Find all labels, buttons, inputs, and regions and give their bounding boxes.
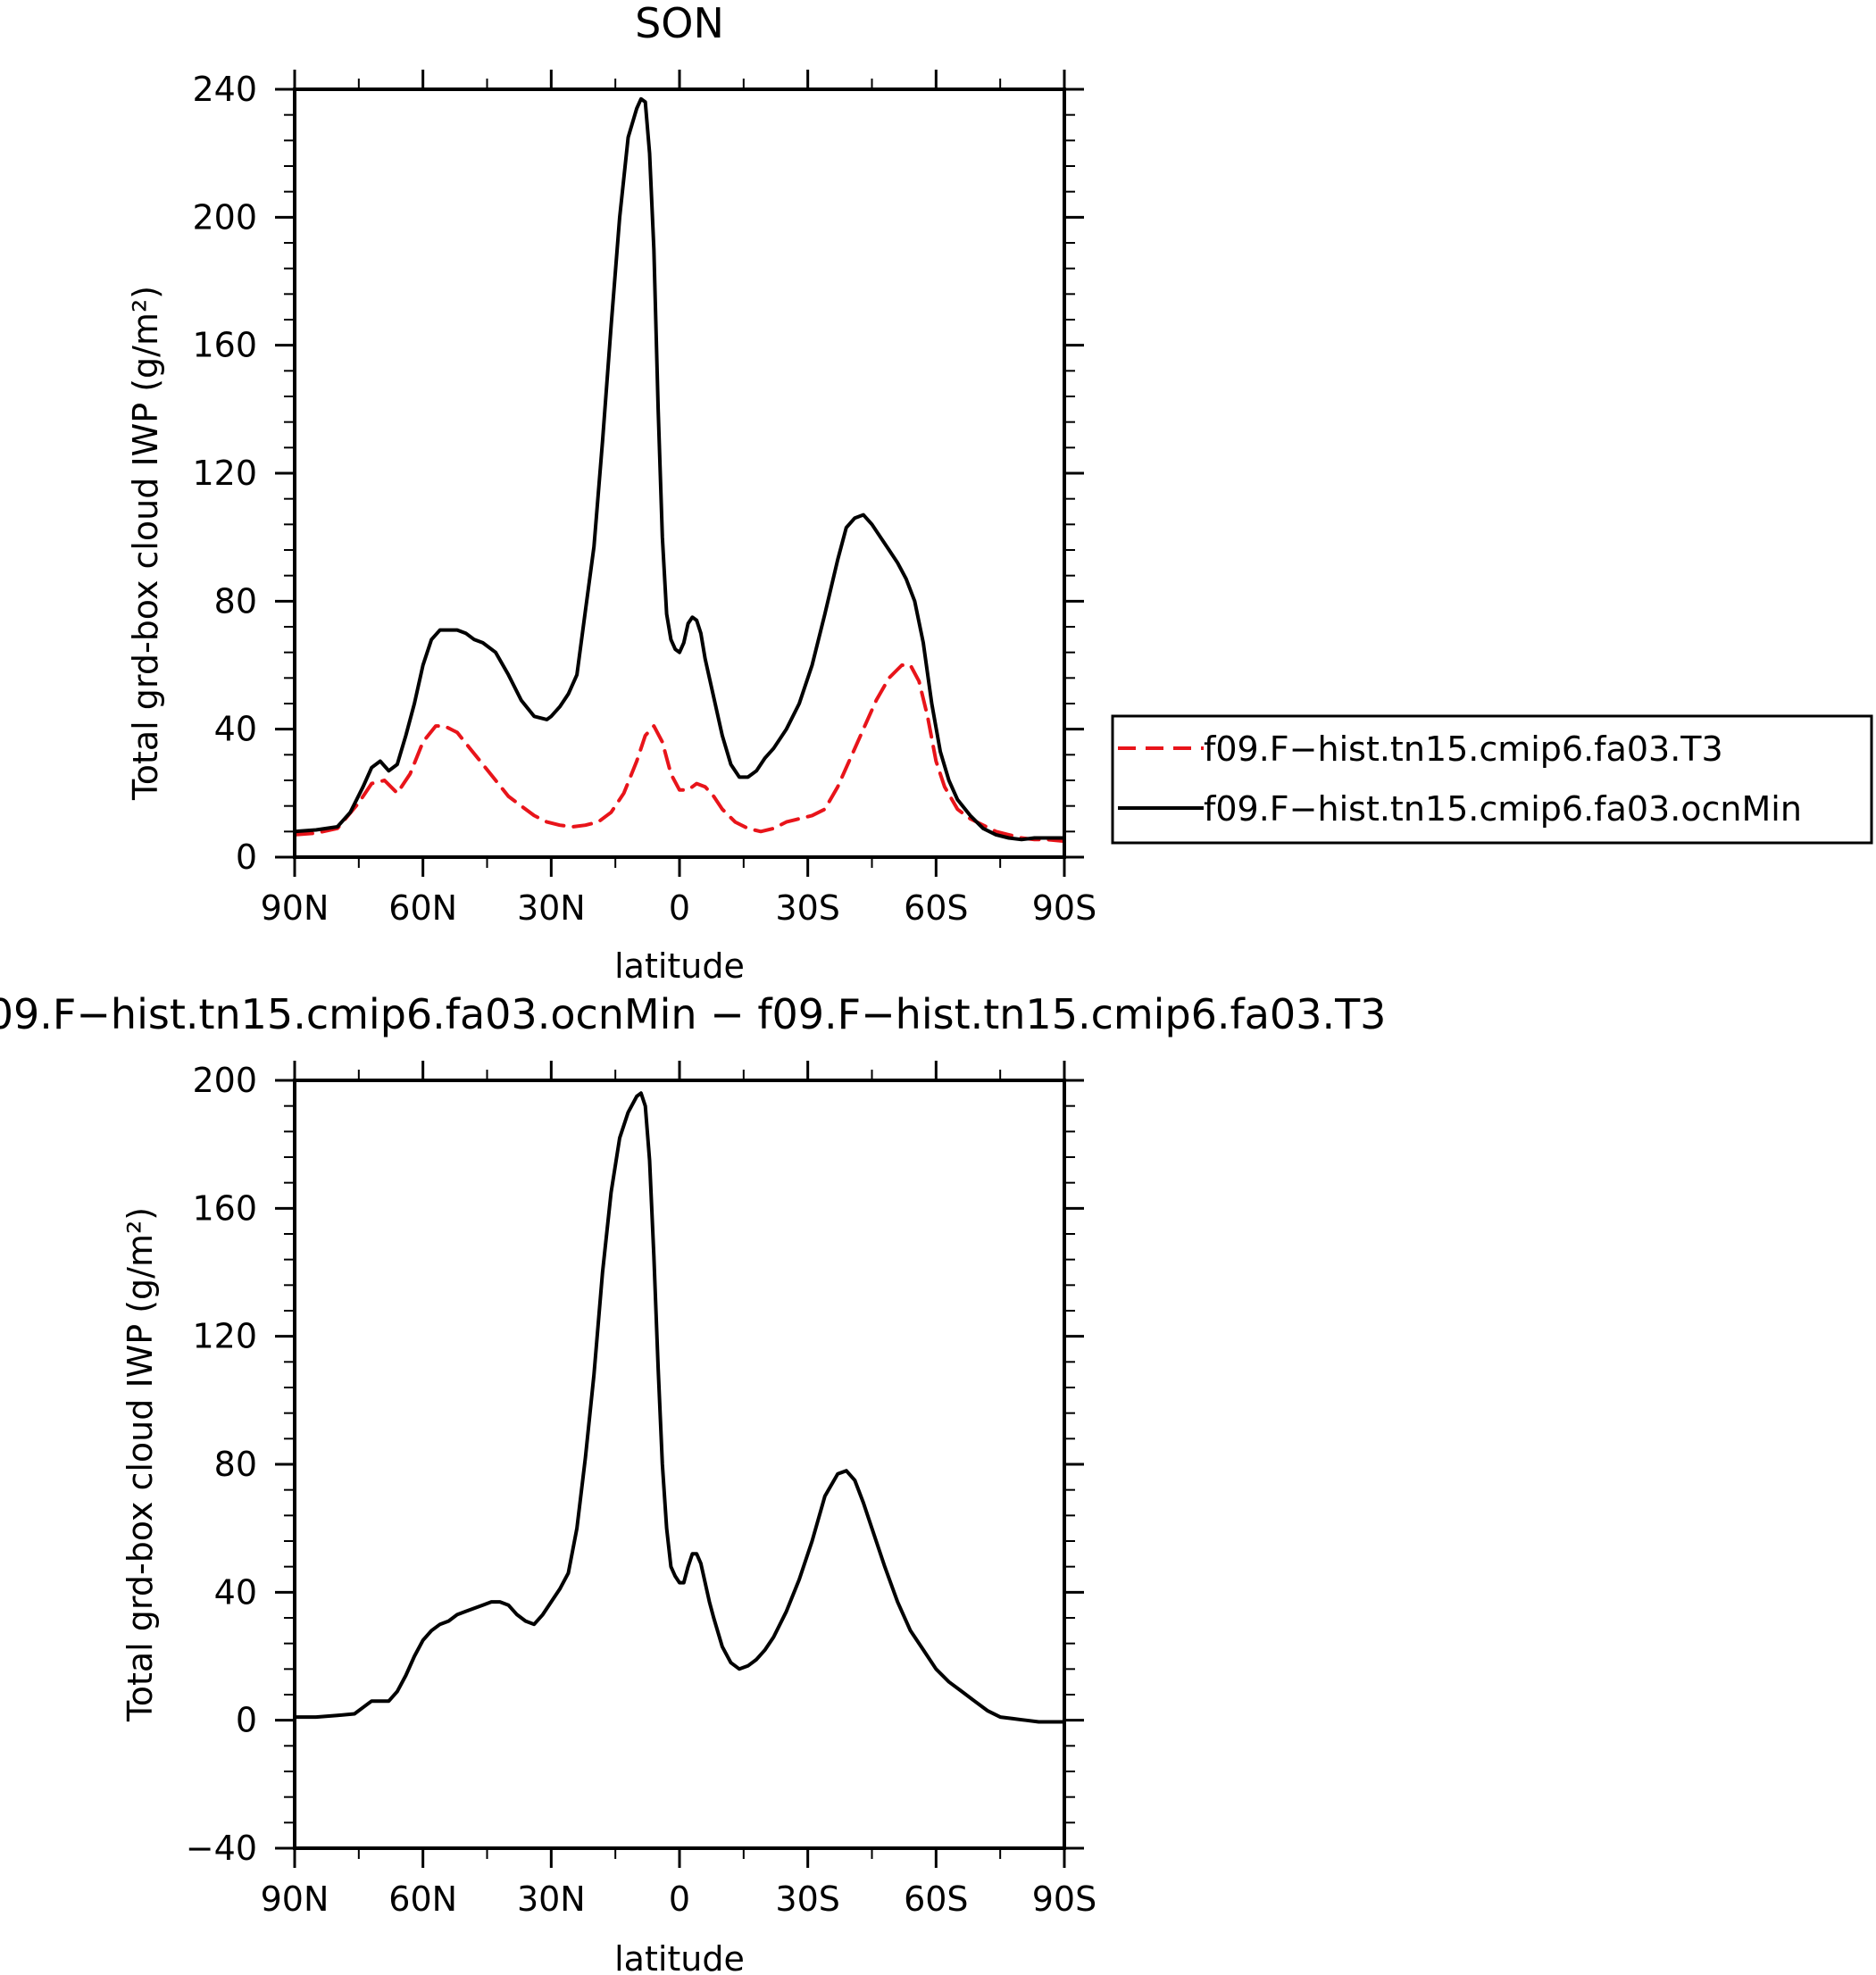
series-line-2-1	[293, 1091, 1066, 1724]
y-tick-label: −40	[186, 1829, 257, 1868]
x-axis-label: latitude	[614, 1939, 745, 1975]
tick-group: 90N 60N 30N 0 30S 60S 90S −40 0 40 80 120 160 200	[186, 1061, 1096, 1919]
series-line-1-1	[293, 663, 1066, 844]
chart-panel-bottom: f09.F−hist.tn15.cmip6.fa03.ocnMin − f09.…	[0, 990, 1386, 1975]
y-tick-label: 80	[214, 581, 257, 621]
y-tick-label: 40	[214, 1572, 257, 1612]
x-tick-label: 60S	[904, 1879, 968, 1919]
legend-label-ocnmin: f09.F−hist.tn15.cmip6.fa03.ocnMin	[1204, 789, 1802, 829]
series-group	[293, 96, 1066, 844]
y-tick-label: 80	[214, 1445, 257, 1484]
x-tick-label: 30S	[775, 1879, 839, 1919]
series-group	[293, 1091, 1066, 1724]
x-tick-label: 90N	[261, 888, 329, 928]
y-tick-label: 160	[192, 326, 257, 365]
chart-title-difference: f09.F−hist.tn15.cmip6.fa03.ocnMin − f09.…	[0, 990, 1386, 1038]
y-tick-label: 0	[236, 838, 257, 877]
y-tick-label: 0	[236, 1701, 257, 1740]
legend: f09.F−hist.tn15.cmip6.fa03.T3 f09.F−hist…	[1111, 714, 1873, 845]
y-tick-label: 40	[214, 710, 257, 749]
y-tick-label: 120	[192, 1317, 257, 1356]
legend-label-t3: f09.F−hist.tn15.cmip6.fa03.T3	[1204, 729, 1723, 769]
y-tick-label: 240	[192, 70, 257, 109]
y-tick-label: 120	[192, 454, 257, 493]
y-tick-label: 200	[192, 1061, 257, 1100]
x-tick-label: 90S	[1032, 1879, 1096, 1919]
x-tick-label: 60N	[388, 888, 457, 928]
x-tick-label: 30N	[517, 1879, 586, 1919]
x-tick-label: 90N	[261, 1879, 329, 1919]
x-tick-label: 0	[669, 888, 690, 928]
x-tick-label: 30N	[517, 888, 586, 928]
x-tick-label: 90S	[1032, 888, 1096, 928]
series-line-1-2	[293, 96, 1066, 842]
y-tick-label: 200	[192, 197, 257, 237]
chart-panel-top: SON latitude Total grd-box cloud IWP (g/…	[126, 0, 1873, 986]
legend-box	[1111, 714, 1873, 845]
chart-title: SON	[635, 0, 724, 47]
y-axis-label: Total grd-box cloud IWP (g/m²)	[126, 286, 165, 801]
plot-frame	[293, 1079, 1066, 1850]
x-tick-label: 30S	[775, 888, 839, 928]
tick-group: 90N 60N 30N 0 30S 60S 90S 0 40 80 120 160 200 240	[192, 70, 1096, 928]
plot-frame	[293, 88, 1066, 859]
y-axis-label: Total grd-box cloud IWP (g/m²)	[121, 1207, 160, 1722]
x-axis-label: latitude	[614, 946, 745, 986]
y-tick-label: 160	[192, 1188, 257, 1228]
x-tick-label: 60N	[388, 1879, 457, 1919]
x-tick-label: 0	[669, 1879, 690, 1919]
x-tick-label: 60S	[904, 888, 968, 928]
